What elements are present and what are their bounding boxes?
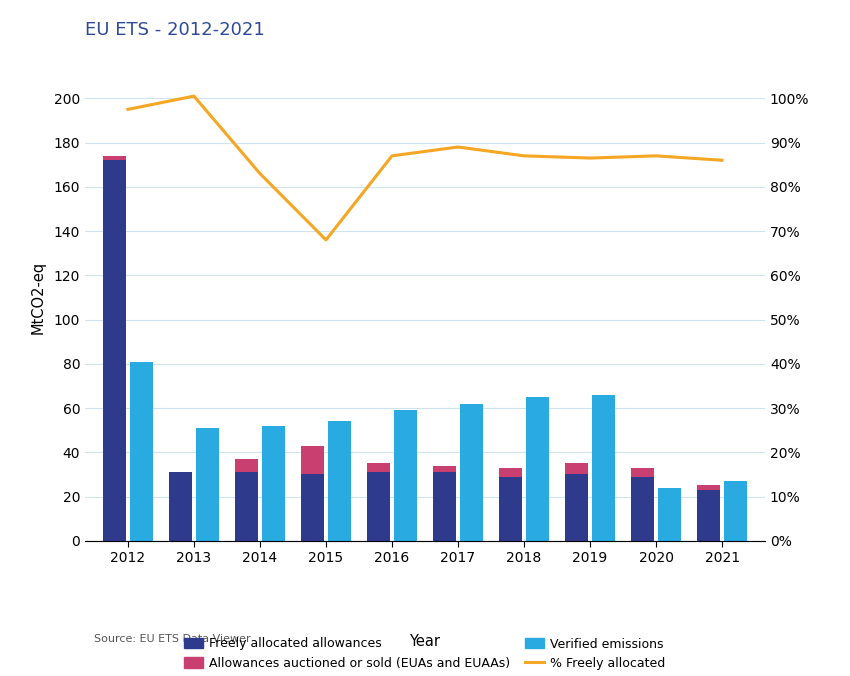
Bar <box>697 490 721 541</box>
Bar <box>327 421 351 541</box>
Bar <box>697 485 721 490</box>
Bar <box>129 362 153 541</box>
Bar <box>367 473 390 541</box>
Bar <box>525 397 549 541</box>
Text: EU ETS - 2012-2021: EU ETS - 2012-2021 <box>85 21 264 39</box>
Bar <box>235 459 258 473</box>
Bar <box>103 156 127 160</box>
Bar <box>658 487 681 541</box>
Bar <box>565 463 588 475</box>
Bar <box>565 475 588 541</box>
Legend: Freely allocated allowances, Allowances auctioned or sold (EUAs and EUAAs), Veri: Freely allocated allowances, Allowances … <box>184 637 666 670</box>
Bar <box>460 404 483 541</box>
Bar <box>262 426 285 541</box>
Bar <box>499 477 523 541</box>
Bar <box>632 477 654 541</box>
Bar <box>434 466 456 473</box>
Bar <box>169 473 192 541</box>
Bar <box>394 410 416 541</box>
Bar <box>367 463 390 473</box>
Y-axis label: MtCO2-eq: MtCO2-eq <box>31 261 45 334</box>
Bar <box>301 445 325 475</box>
Text: Year: Year <box>410 634 440 649</box>
Bar <box>235 473 258 541</box>
Bar <box>723 481 747 541</box>
Bar <box>301 475 325 541</box>
Bar <box>632 468 654 477</box>
Text: Source: EU ETS Data Viewer: Source: EU ETS Data Viewer <box>94 634 250 644</box>
Bar <box>499 468 523 477</box>
Bar <box>103 160 127 541</box>
Bar <box>196 428 218 541</box>
Bar <box>592 395 615 541</box>
Bar <box>434 473 456 541</box>
